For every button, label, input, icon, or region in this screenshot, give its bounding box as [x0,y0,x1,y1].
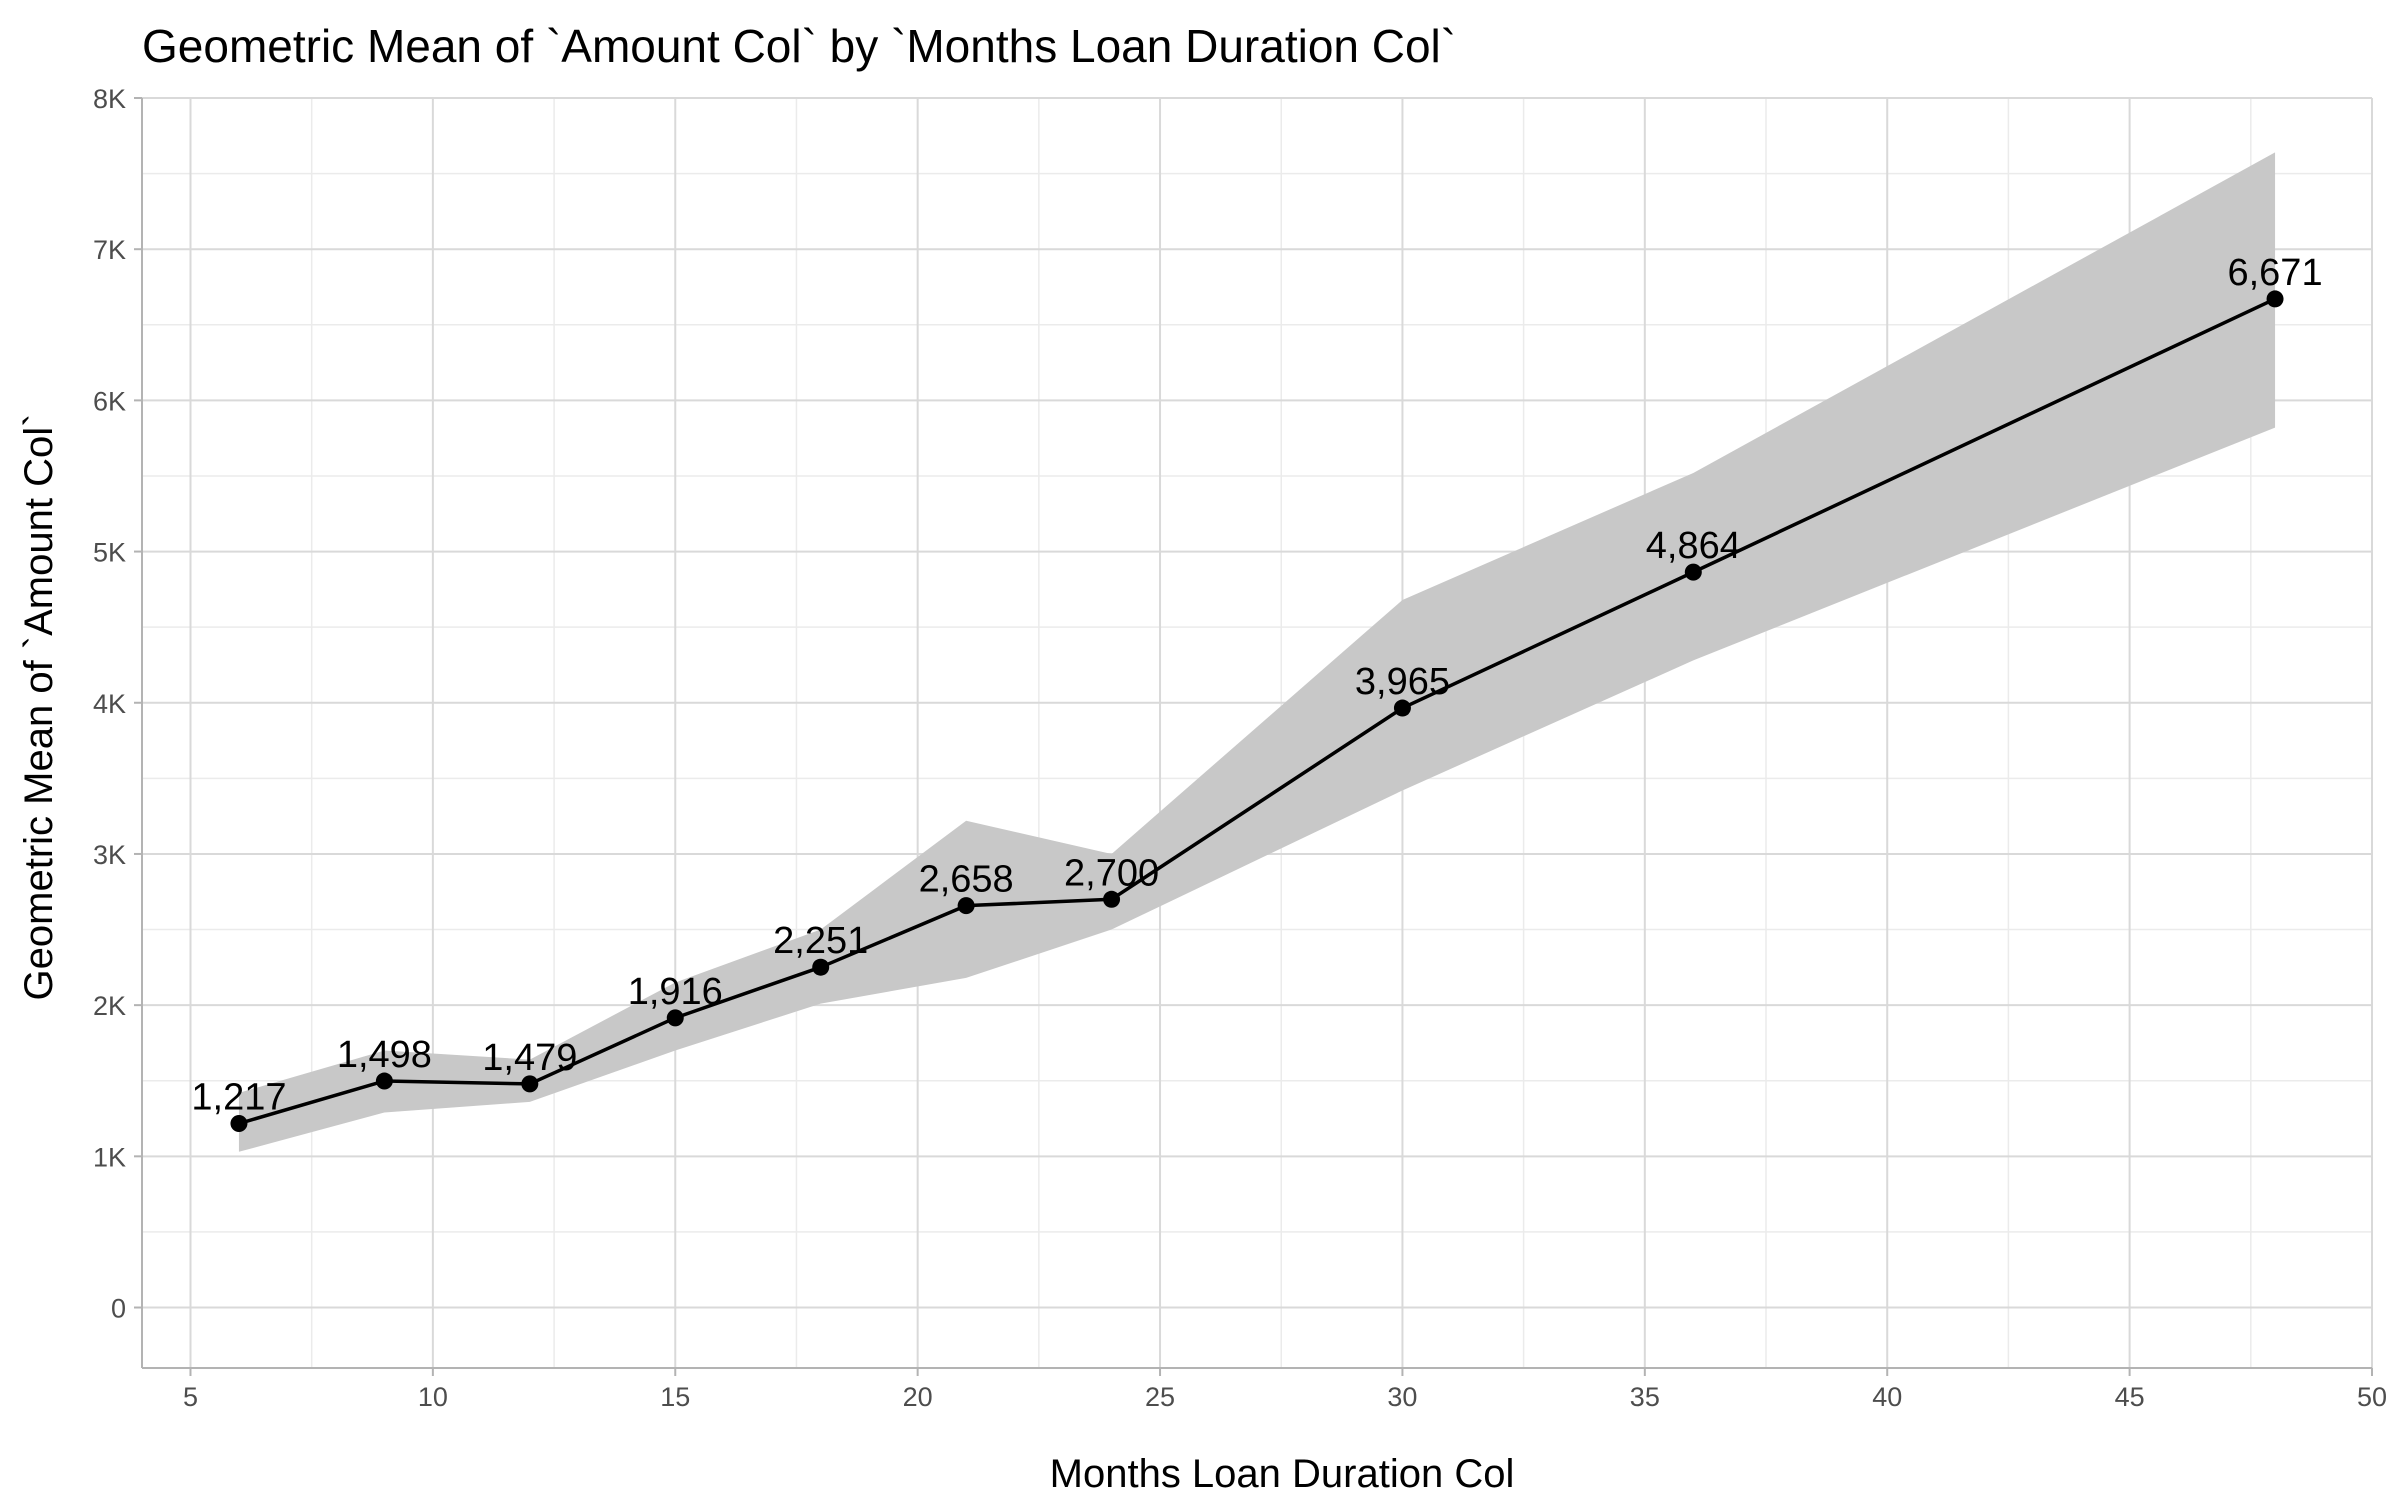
data-point [1684,563,1702,581]
data-label: 3,965 [1355,661,1450,703]
data-point [666,1009,684,1027]
data-point [230,1115,248,1133]
data-label: 2,251 [773,920,868,962]
y-axis-label: Geometric Mean of `Amount Col` [17,414,61,1001]
data-label: 2,658 [919,859,1014,901]
x-tick-label: 45 [2115,1382,2145,1412]
y-tick-label: 8K [93,84,126,114]
data-label-layer: 1,217 1,498 1,479 1,916 2,251 2,658 2,700 3,965… [191,252,2322,1119]
data-label: 2,700 [1064,852,1159,894]
data-point [375,1072,393,1090]
axis-layer: 5 10 15 20 25 30 35 40 45 50 0 1K 2K 3K 4K 5K 6K 7K 8K [93,84,2387,1412]
data-label: 1,217 [191,1077,286,1119]
x-tick-label: 40 [1872,1382,1902,1412]
data-point [1103,890,1121,908]
series-line-layer [238,297,2276,1126]
data-label: 6,671 [2227,252,2322,294]
y-tick-label: 4K [93,689,126,719]
y-tick-label: 6K [93,386,126,416]
series-line [238,297,2276,1126]
x-tick-label: 15 [660,1382,690,1412]
data-label: 1,498 [337,1034,432,1076]
data-point [1393,699,1411,717]
x-tick-label: 25 [1145,1382,1175,1412]
data-label: 1,479 [482,1037,577,1079]
data-point [957,897,975,915]
data-point [2266,290,2284,308]
y-tick-label: 5K [93,538,126,568]
confidence-band [238,152,2276,1152]
y-tick-label: 3K [93,840,126,870]
confidence-band-layer [238,152,2276,1152]
data-label: 4,864 [1646,525,1741,567]
data-point [812,958,830,976]
data-label: 1,916 [628,971,723,1013]
y-tick-label: 2K [93,991,126,1021]
x-tick-label: 35 [1630,1382,1660,1412]
y-tick-label: 0 [111,1294,126,1324]
x-tick-label: 20 [903,1382,933,1412]
x-tick-label: 10 [418,1382,448,1412]
x-tick-label: 5 [183,1382,198,1412]
y-tick-label: 7K [93,235,126,265]
data-point-layer [230,290,2284,1133]
x-tick-label: 30 [1387,1382,1417,1412]
y-tick-label: 1K [93,1142,126,1172]
chart-title: Geometric Mean of `Amount Col` by `Month… [142,20,1456,72]
x-tick-label: 50 [2357,1382,2387,1412]
x-axis-label: Months Loan Duration Col [1050,1452,1515,1496]
data-point [521,1075,539,1093]
